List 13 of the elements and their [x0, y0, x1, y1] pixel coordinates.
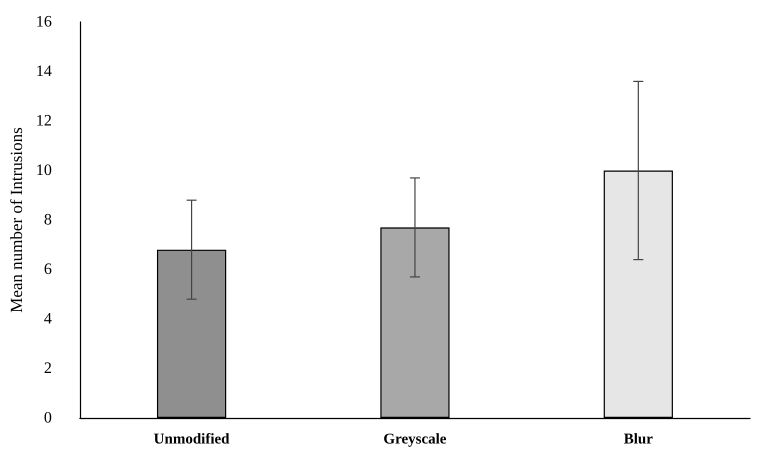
y-tick-label: 6 [44, 261, 52, 278]
y-tick-label: 4 [44, 310, 52, 328]
y-tick-label: 8 [44, 212, 52, 228]
x-tick-label: Blur [624, 432, 654, 448]
y-tick-label: 14 [36, 63, 52, 80]
y-tick-label: 10 [36, 162, 52, 179]
y-axis-title: Mean number of Intrusions [7, 127, 26, 313]
x-tick-label: Greyscale [383, 432, 447, 448]
y-tick-label: 0 [44, 410, 52, 426]
y-tick-label: 2 [44, 360, 52, 377]
y-tick-label: 12 [36, 112, 52, 130]
x-tick-label: Unmodified [154, 432, 230, 448]
y-tick-label: 16 [36, 14, 52, 30]
